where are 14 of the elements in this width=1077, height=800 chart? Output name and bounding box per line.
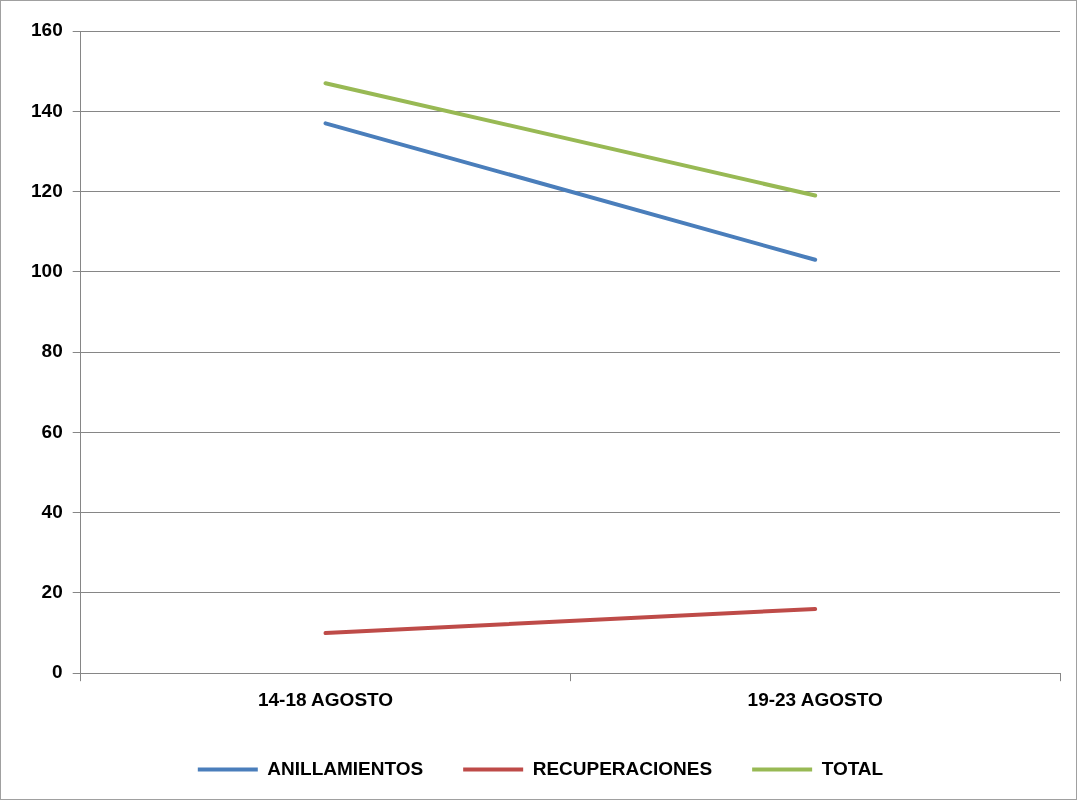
legend-label: RECUPERACIONES bbox=[532, 757, 713, 779]
legend-label: TOTAL bbox=[821, 757, 884, 779]
y-tick-label: 0 bbox=[52, 661, 63, 683]
y-tick-label: 140 bbox=[31, 99, 63, 121]
y-tick-label: 80 bbox=[41, 340, 63, 362]
y-tick-label: 120 bbox=[31, 179, 63, 201]
y-tick-label: 100 bbox=[31, 260, 63, 282]
x-tick-label: 19-23 AGOSTO bbox=[747, 688, 883, 710]
y-tick-label: 160 bbox=[31, 19, 63, 41]
y-tick-label: 40 bbox=[41, 500, 63, 522]
legend-label: ANILLAMIENTOS bbox=[267, 757, 424, 779]
x-tick-label: 14-18 AGOSTO bbox=[257, 688, 394, 710]
y-tick-label: 20 bbox=[41, 581, 63, 603]
y-tick-label: 60 bbox=[41, 420, 63, 442]
